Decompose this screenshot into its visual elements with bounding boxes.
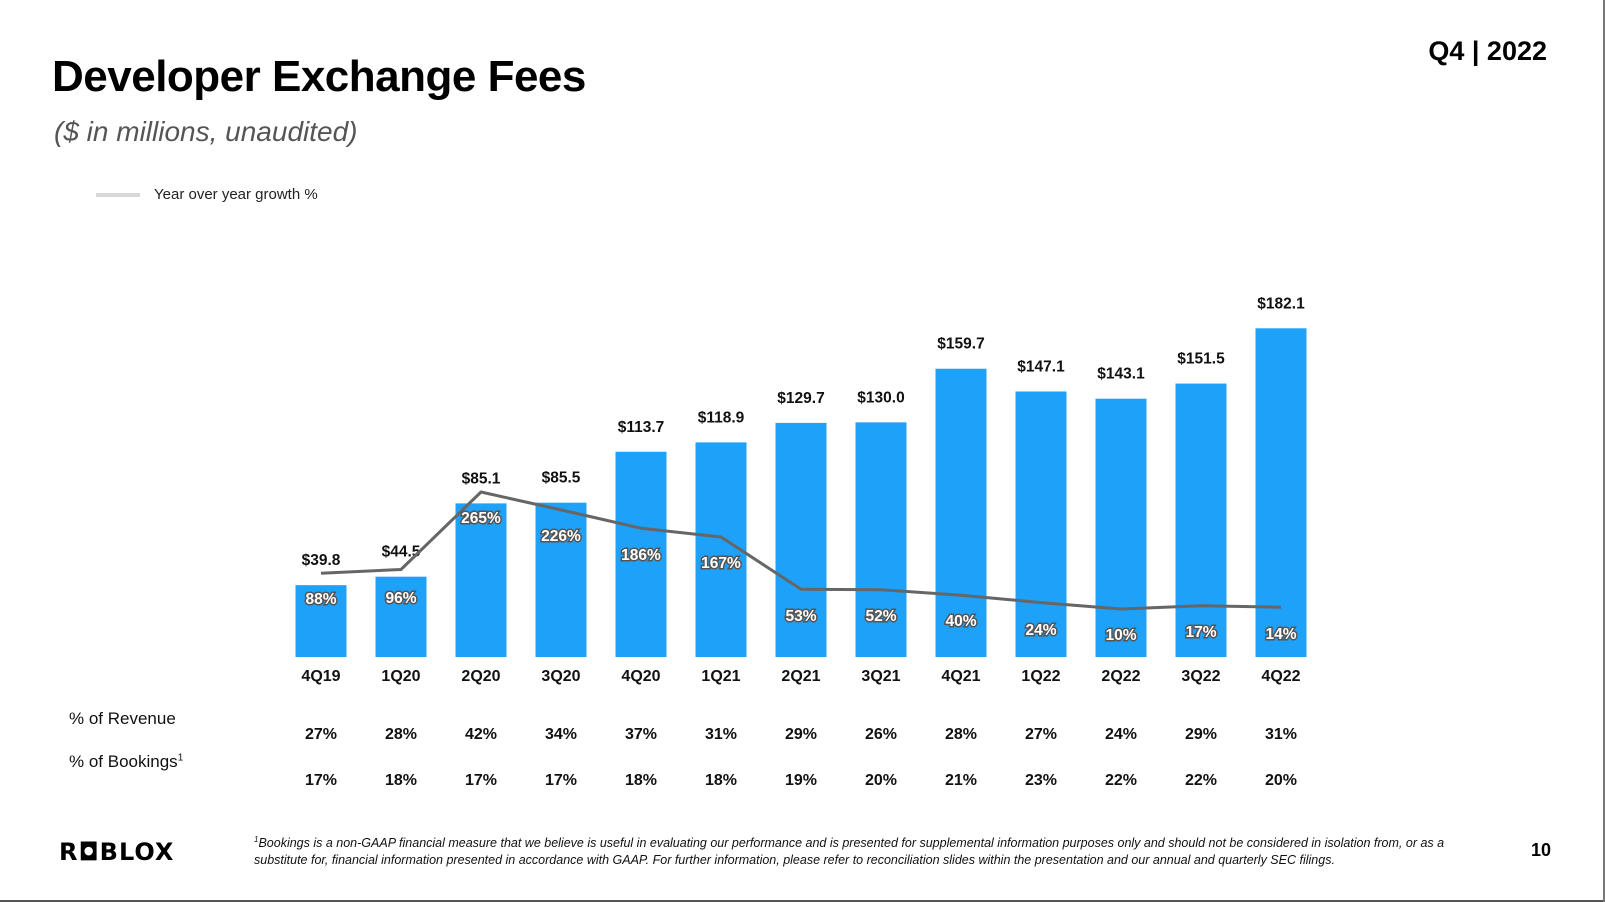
bottom-divider	[0, 900, 1605, 902]
category-label: 1Q22	[1021, 668, 1060, 685]
bar-value-label: $118.9	[698, 409, 745, 426]
category-label: 4Q21	[941, 668, 980, 685]
period-label: Q4 | 2022	[1428, 36, 1547, 66]
yoy-growth-label: 40%	[945, 613, 976, 630]
bar-value-label: $129.7	[777, 390, 824, 407]
pct-of-revenue-value: 27%	[1025, 726, 1057, 743]
category-label: 2Q22	[1101, 668, 1140, 685]
yoy-growth-label: 167%	[701, 555, 741, 572]
category-label: 2Q21	[781, 668, 820, 685]
slide-title: Developer Exchange Fees	[52, 52, 586, 101]
category-label: 1Q20	[381, 668, 420, 685]
yoy-growth-label: 17%	[1185, 624, 1216, 641]
pct-of-bookings-value: 22%	[1105, 772, 1137, 789]
page-number: 10	[1530, 840, 1551, 860]
bar-value-label: $85.5	[542, 470, 581, 487]
bookings-footnote-marker: 1	[177, 752, 184, 764]
pct-of-revenue-value: 31%	[1265, 726, 1297, 743]
bar-3Q22	[1175, 383, 1227, 657]
bar-value-label: $182.1	[1257, 295, 1305, 312]
pct-of-revenue-label-text: % of Revenue	[69, 709, 176, 728]
pct-of-revenue-value: 29%	[1185, 726, 1217, 743]
bar-2Q21	[775, 422, 827, 657]
pct-of-bookings-value: 17%	[465, 772, 497, 789]
footnote: 1Bookings is a non-GAAP financial measur…	[254, 832, 1474, 868]
bar-2Q20	[455, 503, 507, 657]
pct-of-revenue-label: % of Revenue	[69, 709, 176, 729]
category-label: 3Q20	[541, 668, 580, 685]
bar-3Q20	[535, 502, 587, 657]
pct-of-bookings-value: 18%	[705, 772, 737, 789]
roblox-logo: R◘BLOX	[59, 838, 175, 866]
bar-value-label: $147.1	[1017, 358, 1065, 375]
footnote-marker: 1	[254, 835, 259, 844]
category-label: 3Q21	[861, 668, 900, 685]
bar-3Q21	[855, 422, 907, 657]
bar-4Q21	[935, 368, 987, 657]
yoy-growth-label: 24%	[1025, 622, 1056, 639]
yoy-growth-label: 52%	[865, 608, 896, 625]
yoy-growth-line	[320, 490, 1282, 611]
bar-value-label: $143.1	[1097, 366, 1145, 383]
right-divider	[1603, 0, 1605, 902]
legend-label: Year over year growth %	[154, 186, 318, 203]
pct-of-revenue-value: 27%	[305, 726, 337, 743]
pct-of-revenue-value: 37%	[625, 726, 657, 743]
bar-4Q19	[295, 585, 347, 657]
pct-of-bookings-value: 18%	[625, 772, 657, 789]
pct-of-revenue-value: 26%	[865, 726, 897, 743]
slide-subtitle: ($ in millions, unaudited)	[54, 116, 358, 147]
pct-of-revenue-value: 28%	[385, 726, 417, 743]
yoy-growth-label: 10%	[1105, 627, 1136, 644]
pct-of-revenue-value: 24%	[1105, 726, 1137, 743]
yoy-growth-label: 53%	[785, 608, 816, 625]
bar-value-label: $44.5	[382, 544, 421, 561]
yoy-growth-label: 88%	[305, 591, 336, 608]
category-label: 3Q22	[1181, 668, 1220, 685]
chart-legend: Year over year growth %	[96, 186, 318, 203]
pct-of-revenue-value: 28%	[945, 726, 977, 743]
category-label: 4Q19	[301, 668, 340, 685]
pct-of-bookings-label-text: % of Bookings	[69, 752, 178, 771]
bar-1Q22	[1015, 391, 1067, 657]
pct-of-bookings-label: % of Bookings1	[69, 752, 183, 772]
legend-line-swatch	[96, 192, 140, 197]
category-label: 2Q20	[461, 668, 500, 685]
footnote-text: Bookings is a non-GAAP financial measure…	[254, 836, 1445, 867]
yoy-growth-label: 265%	[461, 510, 501, 527]
pct-of-bookings-value: 19%	[785, 772, 817, 789]
bar-4Q20	[615, 451, 667, 657]
yoy-growth-label: 14%	[1265, 626, 1296, 643]
bar-1Q20	[375, 576, 427, 657]
bar-value-label: $130.0	[857, 389, 904, 406]
yoy-growth-label: 226%	[541, 528, 581, 545]
bar-value-label: $85.1	[462, 470, 501, 487]
bar-4Q22	[1255, 328, 1307, 657]
developer-exchange-fees-chart: $39.8 4Q19 27% 17% $44.5 1Q20 28% 18% $85.1 2Q20 4…	[295, 295, 1307, 789]
pct-of-bookings-value: 20%	[1265, 772, 1297, 789]
yoy-growth-label: 186%	[621, 547, 661, 564]
pct-of-revenue-value: 42%	[465, 726, 497, 743]
bar-2Q22	[1095, 398, 1147, 657]
pct-of-bookings-value: 21%	[945, 772, 977, 789]
pct-of-bookings-value: 17%	[305, 772, 337, 789]
pct-of-bookings-value: 23%	[1025, 772, 1057, 789]
category-label: 1Q21	[701, 668, 740, 685]
yoy-growth-label: 96%	[385, 590, 416, 607]
category-label: 4Q20	[621, 668, 660, 685]
pct-of-bookings-value: 18%	[385, 772, 417, 789]
bar-value-label: $159.7	[937, 336, 984, 353]
bar-value-label: $113.7	[618, 419, 665, 436]
pct-of-revenue-value: 29%	[785, 726, 817, 743]
pct-of-revenue-value: 34%	[545, 726, 577, 743]
pct-of-bookings-value: 17%	[545, 772, 577, 789]
bar-value-label: $151.5	[1177, 351, 1225, 368]
category-label: 4Q22	[1261, 668, 1300, 685]
pct-of-bookings-value: 20%	[865, 772, 897, 789]
pct-of-bookings-value: 22%	[1185, 772, 1217, 789]
bar-value-label: $39.8	[302, 552, 341, 569]
pct-of-revenue-value: 31%	[705, 726, 737, 743]
